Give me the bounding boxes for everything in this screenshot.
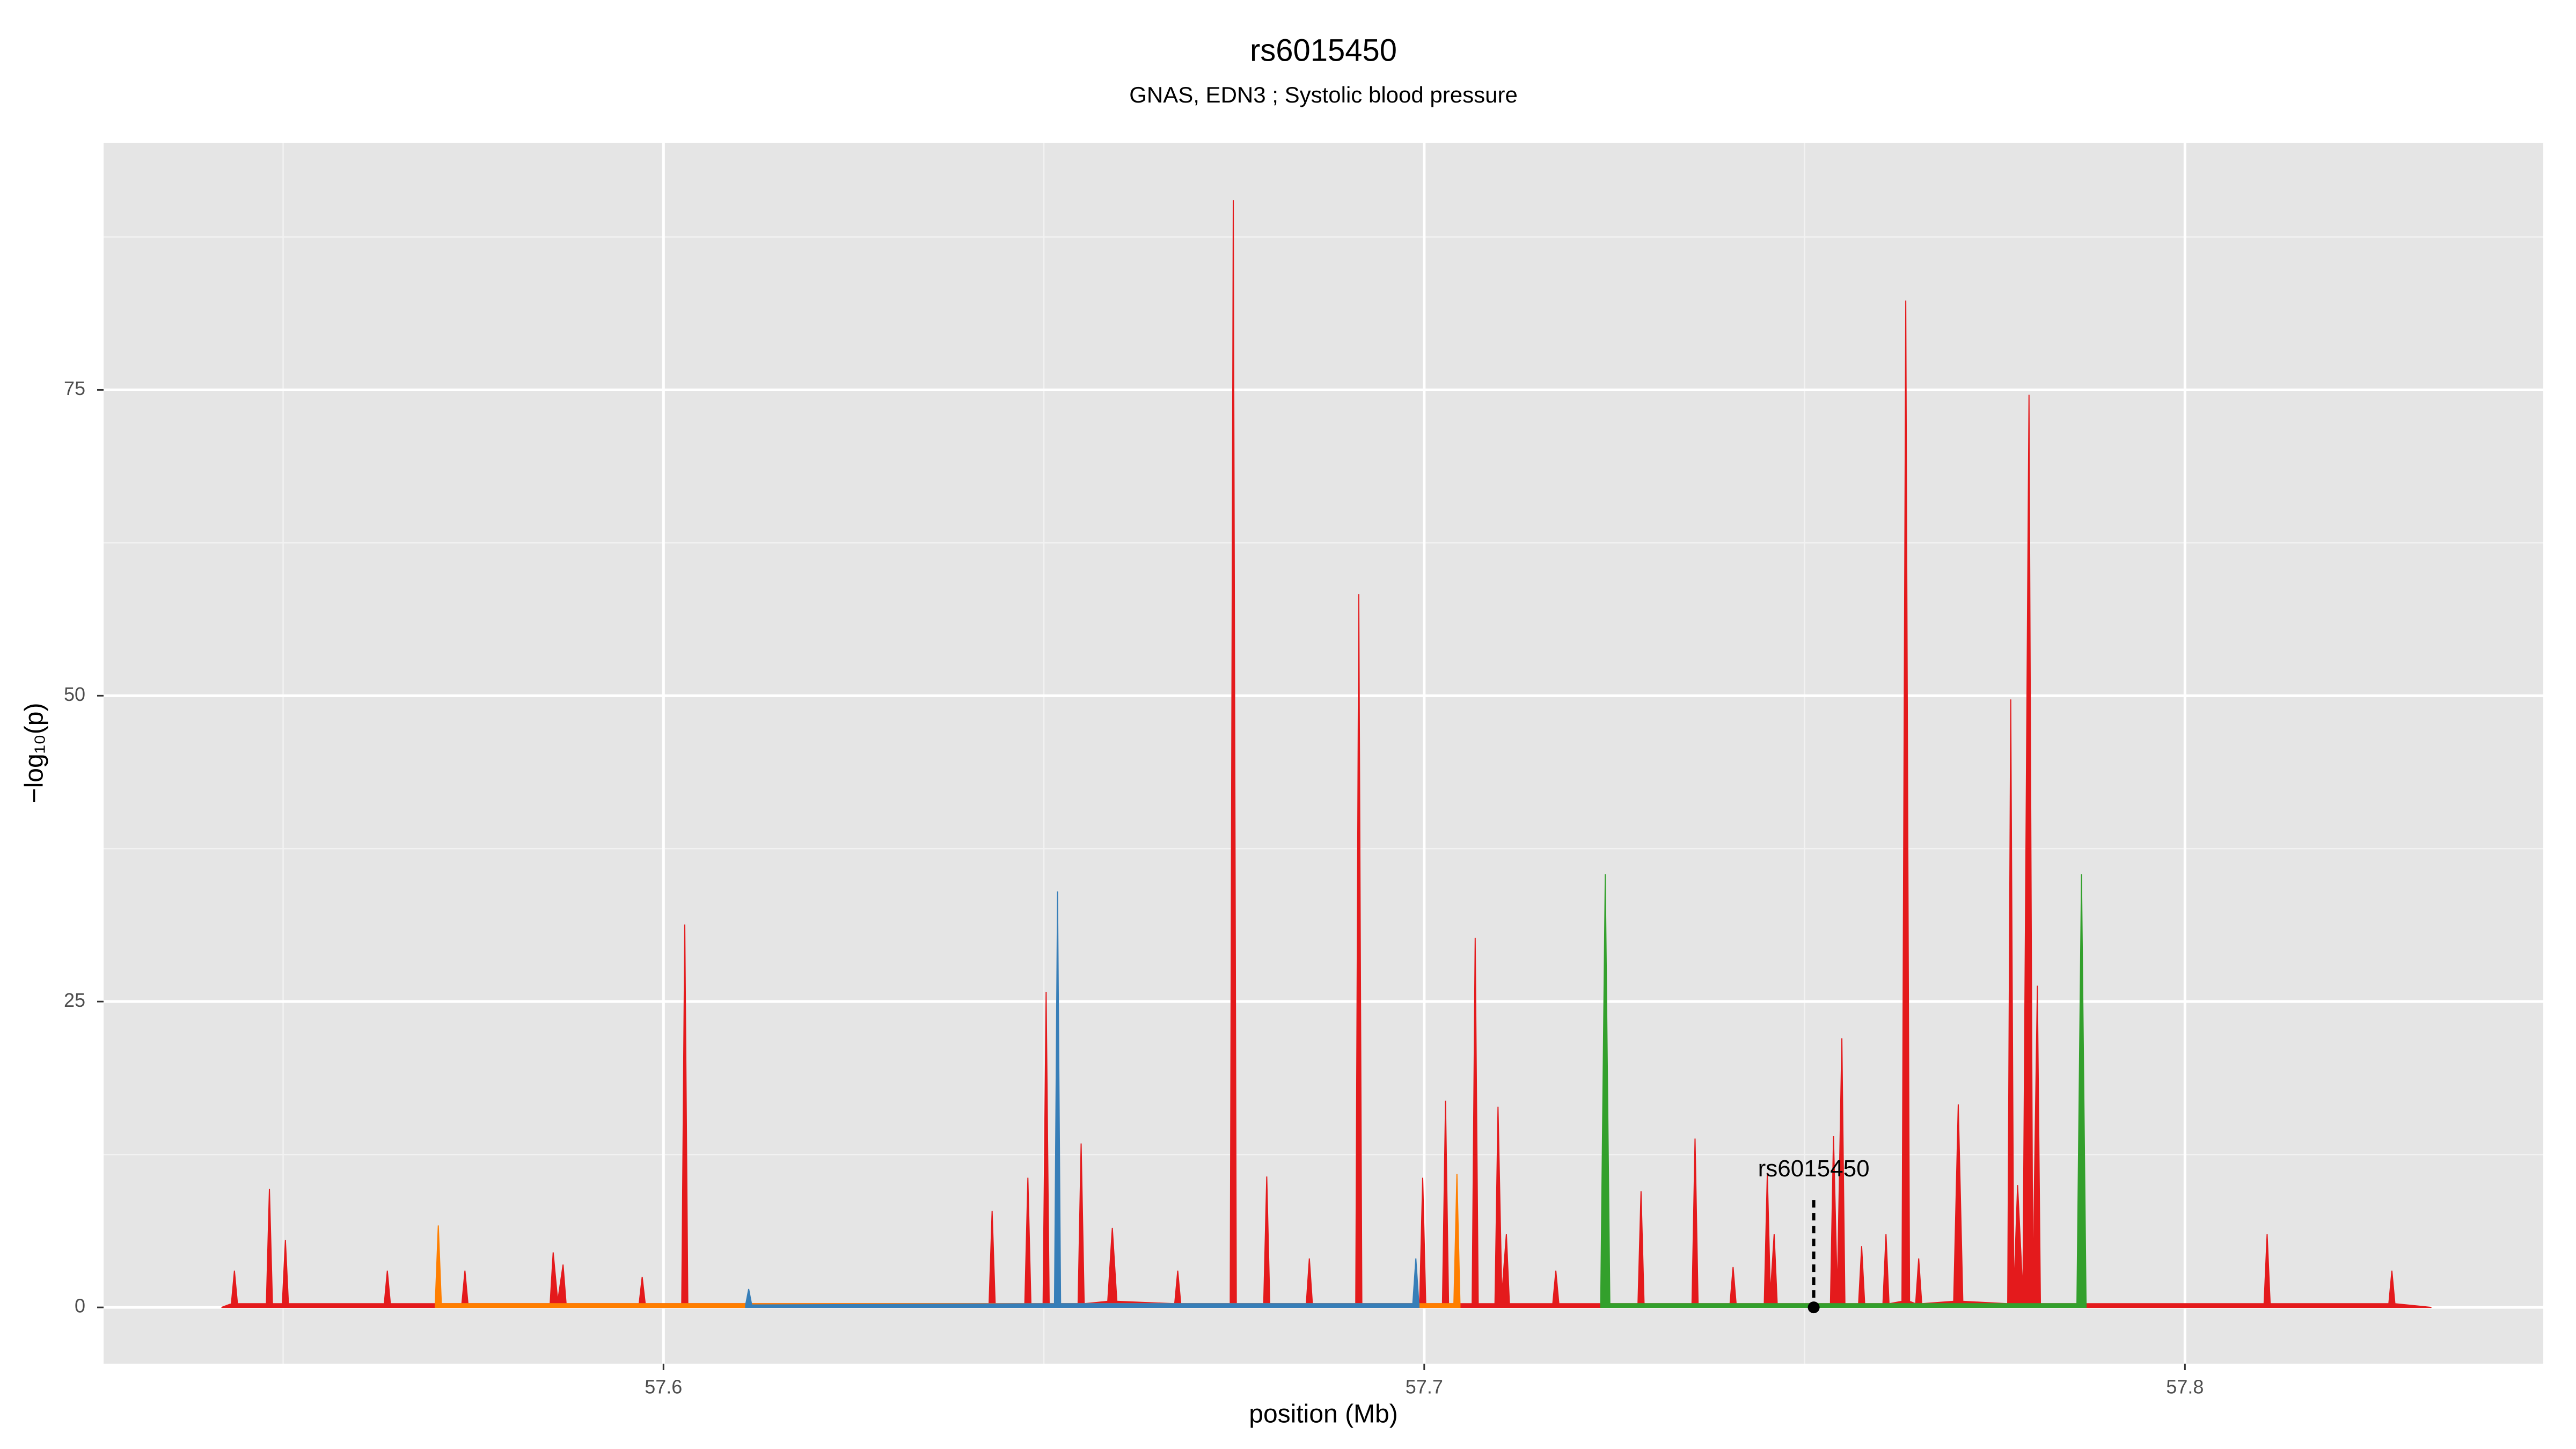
chart-title: rs6015450 [1250,33,1397,68]
chart-subtitle: GNAS, EDN3 ; Systolic blood pressure [1129,82,1518,107]
area [1600,874,2087,1308]
plot-background [104,143,2543,1364]
y-axis-label: −log₁₀(p) [20,703,49,803]
x-tick-label: 57.6 [645,1376,682,1398]
area [435,1174,1461,1308]
y-tick-label: 75 [64,377,85,399]
y-tick-label: 25 [64,989,85,1011]
y-tick-label: 50 [64,683,85,705]
y-tick-label: 0 [75,1295,85,1317]
x-tick-label: 57.7 [1406,1376,1443,1398]
x-axis-label: position (Mb) [1249,1400,1397,1429]
x-tick-label: 57.8 [2166,1376,2204,1398]
annotation-point [1807,1301,1820,1314]
annotation-label: rs6015450 [1758,1155,1870,1182]
area [745,891,1419,1308]
